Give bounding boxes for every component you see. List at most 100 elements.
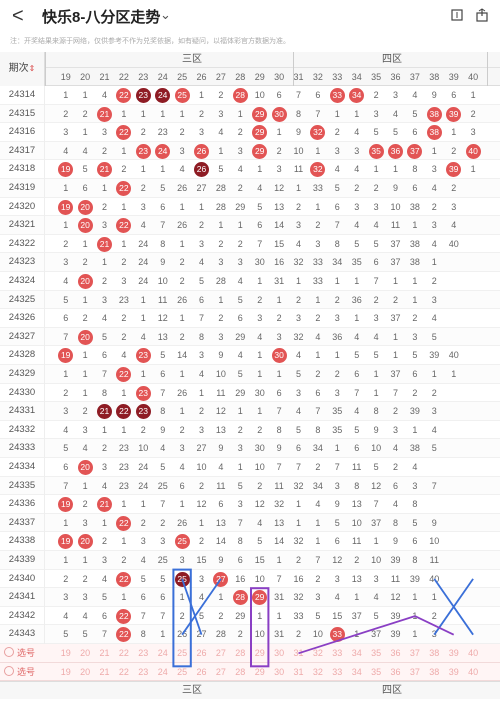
table-cell: 29 <box>250 105 269 124</box>
table-cell: 6 <box>237 555 243 565</box>
table-cell: 32 <box>274 499 285 510</box>
share-icon[interactable] <box>475 8 489 22</box>
table-cell: 1 <box>121 238 127 249</box>
select-number[interactable]: 30 <box>274 666 285 677</box>
select-number[interactable]: 25 <box>177 648 188 658</box>
table-cell: 20 <box>75 458 94 477</box>
bookmark-icon[interactable] <box>450 8 464 22</box>
table-cell: 20 <box>75 328 94 347</box>
select-number[interactable]: 38 <box>429 648 440 658</box>
select-number[interactable]: 24 <box>157 666 168 677</box>
column-header-29: 29 <box>254 72 265 82</box>
drawn-number-ball: 32 <box>310 125 326 141</box>
select-number[interactable]: 28 <box>235 666 246 677</box>
select-number[interactable]: 36 <box>390 648 401 658</box>
select-number[interactable]: 27 <box>215 666 226 677</box>
table-row: 24332 4 3 1 1 2 9 2 3 13 2 2 8 5 8 35 5 9 3 1 4 <box>0 420 500 440</box>
drawn-number-ball: 26 <box>193 143 209 159</box>
drawn-number-ball: 23 <box>135 88 151 103</box>
table-cell: 2 <box>237 424 243 435</box>
select-number[interactable]: 19 <box>60 648 71 658</box>
select-number[interactable]: 36 <box>390 666 401 677</box>
table-cell: 1 <box>276 555 282 565</box>
table-cell: 26 <box>177 183 188 193</box>
select-number[interactable]: 25 <box>177 666 188 677</box>
table-cell: 31 <box>274 592 285 603</box>
select-number[interactable]: 40 <box>468 648 479 658</box>
select-number[interactable]: 33 <box>332 666 343 677</box>
table-cell: 33 <box>312 276 323 286</box>
table-cell: 11 <box>390 573 401 584</box>
column-header-26: 26 <box>196 72 207 82</box>
select-number[interactable]: 26 <box>196 648 207 658</box>
select-number[interactable]: 20 <box>80 666 91 677</box>
select-number[interactable]: 24 <box>157 648 168 658</box>
select-number[interactable]: 27 <box>215 648 226 658</box>
column-header-33: 33 <box>332 72 343 82</box>
back-arrow-icon[interactable]: < <box>12 5 24 27</box>
table-cell: 11 <box>158 294 168 305</box>
period-number: 24315 <box>0 104 45 124</box>
select-number[interactable]: 29 <box>254 648 265 658</box>
select-number[interactable]: 39 <box>448 666 459 677</box>
select-number[interactable]: 40 <box>468 666 479 677</box>
select-number[interactable]: 30 <box>274 648 285 658</box>
select-number[interactable]: 33 <box>332 648 343 658</box>
select-number[interactable]: 32 <box>312 666 323 677</box>
table-cell: 1 <box>101 517 107 528</box>
table-cell: 2 <box>315 573 321 584</box>
select-number[interactable]: 23 <box>138 666 149 677</box>
select-number[interactable]: 28 <box>235 648 246 658</box>
select-label[interactable]: 选号 <box>4 663 35 682</box>
chevron-down-icon[interactable]: ⌄ <box>160 7 171 22</box>
select-number[interactable]: 35 <box>371 648 382 658</box>
select-number[interactable]: 31 <box>293 648 304 658</box>
table-cell: 3 <box>295 387 301 398</box>
select-row[interactable]: 选号 19 20 21 22 23 24 25 26 27 28 29 30 31 32 33 34 35 36 37… <box>0 644 500 663</box>
table-cell: 30 <box>269 346 288 365</box>
select-number[interactable]: 19 <box>60 666 71 677</box>
table-cell: 1 <box>82 127 88 138</box>
table-cell: 9 <box>431 517 437 528</box>
drawn-number-ball: 27 <box>213 571 229 587</box>
select-number[interactable]: 39 <box>448 648 459 658</box>
select-number[interactable]: 29 <box>254 666 265 677</box>
select-number[interactable]: 37 <box>409 666 420 677</box>
drawn-number-ball: 28 <box>232 88 248 103</box>
select-label[interactable]: 选号 <box>4 644 35 663</box>
period-column-header[interactable]: 期次⇕ <box>0 52 45 86</box>
select-number[interactable]: 22 <box>118 666 129 677</box>
table-cell: 4 <box>354 406 360 417</box>
table-cell: 22 <box>114 365 133 384</box>
select-number[interactable]: 22 <box>118 648 129 658</box>
select-number[interactable]: 37 <box>409 648 420 658</box>
select-number[interactable]: 26 <box>196 666 207 677</box>
table-cell: 1 <box>334 350 340 361</box>
select-number[interactable]: 23 <box>138 648 149 658</box>
select-number[interactable]: 20 <box>80 648 91 658</box>
drawn-number-ball: 24 <box>155 88 171 103</box>
select-number[interactable]: 38 <box>429 666 440 677</box>
select-number[interactable]: 21 <box>99 648 110 658</box>
column-header-20: 20 <box>80 72 91 82</box>
table-cell: 1 <box>315 517 321 528</box>
table-cell: 25 <box>157 555 168 565</box>
table-cell: 29 <box>250 588 269 607</box>
table-cell: 13 <box>215 424 226 435</box>
table-cell: 4 <box>63 424 69 435</box>
select-number[interactable]: 32 <box>312 648 323 658</box>
table-cell: 2 <box>276 145 282 156</box>
select-row[interactable]: 选号 19 20 21 22 23 24 25 26 27 28 29 30 31 32 33 34 35 36 37… <box>0 662 500 682</box>
column-header-31: 31 <box>293 72 304 82</box>
table-cell: 3 <box>63 592 69 603</box>
select-number[interactable]: 34 <box>351 666 362 677</box>
table-cell: 4 <box>198 592 204 603</box>
select-number[interactable]: 31 <box>293 666 304 677</box>
select-number[interactable]: 35 <box>371 666 382 677</box>
sort-icon[interactable]: ⇕ <box>28 64 36 73</box>
table-cell: 32 <box>293 331 304 342</box>
table-cell: 3 <box>82 424 88 435</box>
select-number[interactable]: 34 <box>351 648 362 658</box>
column-header-19: 19 <box>60 72 71 82</box>
select-number[interactable]: 21 <box>99 666 110 677</box>
